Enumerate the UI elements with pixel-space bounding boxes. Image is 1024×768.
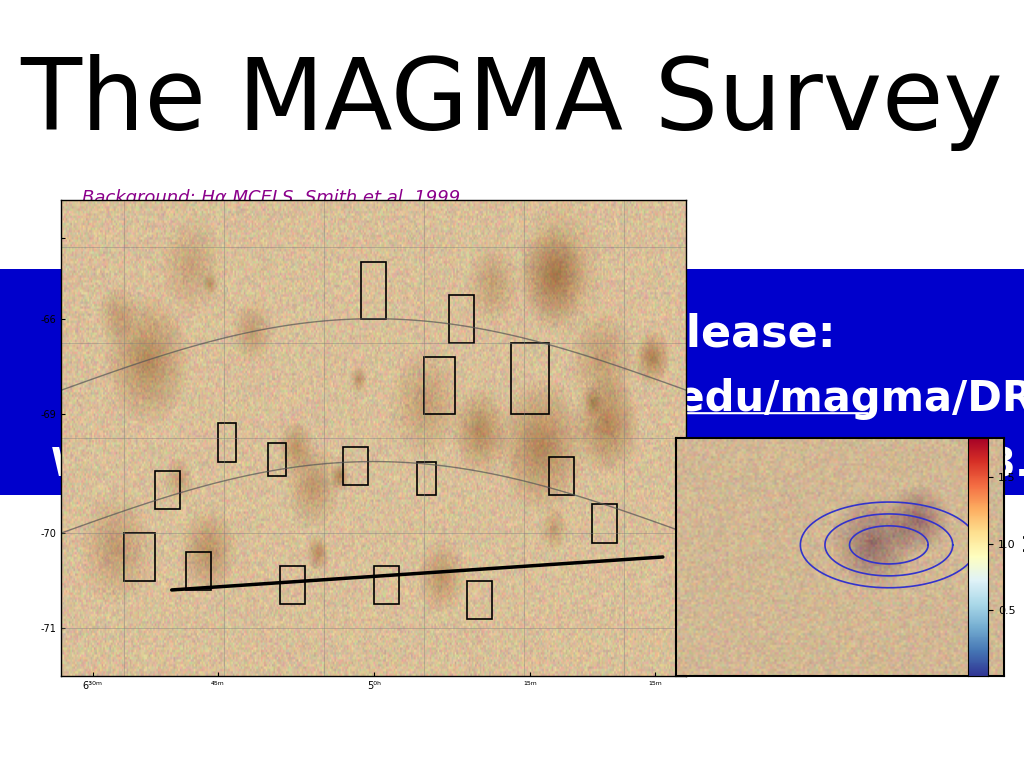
Text: http://mmwave: http://mmwave [184, 379, 540, 420]
Bar [449, 295, 474, 343]
Bar [186, 552, 211, 590]
Bar [361, 262, 386, 319]
Bar [511, 343, 549, 414]
Text: .astro.illinois.edu/magma/DR1: .astro.illinois.edu/magma/DR1 [353, 379, 1024, 420]
Y-axis label: T$_{mb}$ [K]: T$_{mb}$ [K] [1022, 535, 1024, 579]
Bar [155, 471, 180, 509]
Text: Background: Hα MCELS, Smith et al. 1999: Background: Hα MCELS, Smith et al. 1999 [82, 190, 460, 207]
Bar [418, 462, 436, 495]
Bar [267, 442, 287, 476]
Text: Wong et al, 2011, ApJs, in press, arXiv:1108.5715): Wong et al, 2011, ApJs, in press, arXiv:… [51, 445, 1024, 484]
Bar [217, 423, 237, 462]
Text: The MAGMA Survey: The MAGMA Survey [20, 54, 1004, 151]
Bar [424, 357, 455, 414]
Bar [549, 457, 573, 495]
Bar [592, 505, 617, 542]
Bar [342, 447, 368, 485]
Bar [124, 533, 156, 581]
FancyBboxPatch shape [0, 269, 1024, 495]
Text: First Public Data Release:: First Public Data Release: [188, 313, 836, 356]
Bar [374, 566, 398, 604]
Bar [467, 581, 493, 619]
Bar [280, 566, 305, 604]
